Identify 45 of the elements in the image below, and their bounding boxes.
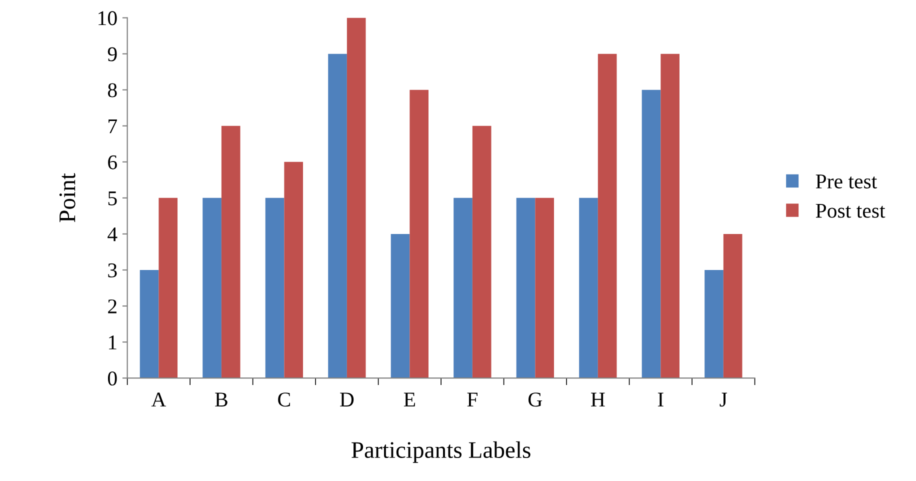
x-tick-label: F	[467, 392, 478, 406]
bar	[642, 90, 661, 378]
bar	[265, 198, 284, 378]
bar	[454, 198, 472, 378]
y-tick-label: 9	[108, 47, 117, 62]
y-tick-label: 2	[108, 299, 116, 314]
y-tick-label: 10	[98, 11, 117, 26]
x-tick-label: B	[215, 392, 228, 406]
y-tick-label: 8	[108, 83, 117, 98]
bar	[158, 198, 178, 378]
x-tick-label: E	[404, 392, 416, 406]
y-axis-title: Point	[59, 173, 76, 222]
x-tick-label: G	[528, 392, 542, 407]
y-tick-label: 7	[108, 119, 118, 134]
x-tick-label: D	[340, 392, 354, 406]
x-axis-title: Participants Labels	[352, 441, 530, 463]
bar	[140, 270, 159, 378]
bar	[346, 18, 366, 378]
bar	[202, 198, 222, 378]
bar	[660, 54, 680, 378]
bar	[723, 234, 742, 378]
bar	[535, 198, 554, 378]
x-tick-label: J	[720, 392, 728, 407]
bar	[516, 198, 536, 378]
x-tick-label: A	[151, 392, 166, 406]
y-tick-label: 0	[108, 371, 117, 386]
y-tick-label: 3	[108, 263, 117, 278]
legend-label: Pre test	[816, 174, 878, 188]
x-tick-label: C	[278, 392, 290, 407]
y-tick-label: 4	[108, 227, 118, 242]
y-tick-label: 5	[108, 192, 117, 206]
legend-label: Post test	[816, 204, 886, 218]
bar	[579, 198, 598, 378]
bar	[472, 126, 492, 378]
bar	[328, 54, 347, 378]
x-tick-label: I	[658, 392, 664, 406]
bar	[704, 270, 724, 378]
bar	[410, 90, 429, 378]
bar	[390, 234, 410, 378]
bar	[598, 54, 617, 378]
y-tick-label: 6	[108, 155, 117, 170]
y-tick-label: 1	[109, 336, 116, 350]
x-tick-label: H	[590, 392, 605, 406]
bar	[284, 162, 304, 378]
bar	[221, 126, 240, 378]
